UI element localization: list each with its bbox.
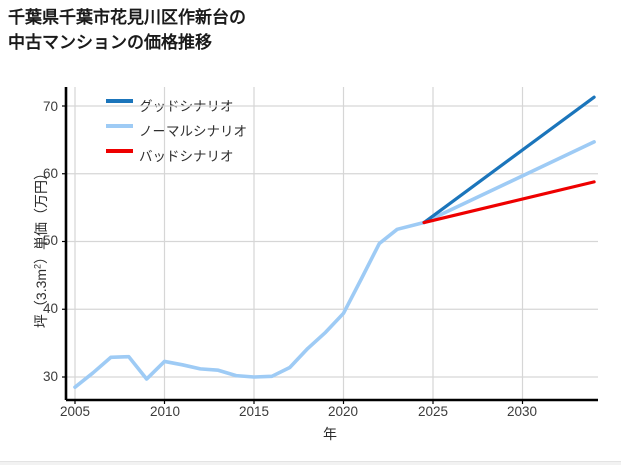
- x-tick-label-2015: 2015: [238, 404, 270, 419]
- chart-title: 千葉県千葉市花見川区作新台の 中古マンションの価格推移: [8, 8, 246, 52]
- legend-label-normal: ノーマルシナリオ: [139, 124, 247, 139]
- x-tick-label-2030: 2030: [506, 404, 538, 419]
- axis-ticks: [62, 105, 524, 404]
- grid-lines: [66, 87, 598, 400]
- y-tick-label-50: 50: [42, 233, 58, 248]
- legend-swatches: [106, 99, 133, 153]
- x-tick-label-2025: 2025: [417, 404, 449, 419]
- y-tick-label-40: 40: [42, 301, 58, 316]
- x-axis-title: 年: [323, 426, 337, 442]
- x-tick-label-2020: 2020: [327, 404, 359, 419]
- x-tick-label-2005: 2005: [59, 404, 91, 419]
- legend-label-bad: バッドシナリオ: [139, 149, 234, 164]
- axis-spines: [64, 87, 598, 402]
- y-tick-label-60: 60: [42, 166, 58, 181]
- y-tick-label-30: 30: [42, 369, 58, 384]
- y-tick-label-70: 70: [42, 99, 58, 114]
- x-tick-label-2010: 2010: [149, 404, 181, 419]
- data-series: [73, 95, 596, 389]
